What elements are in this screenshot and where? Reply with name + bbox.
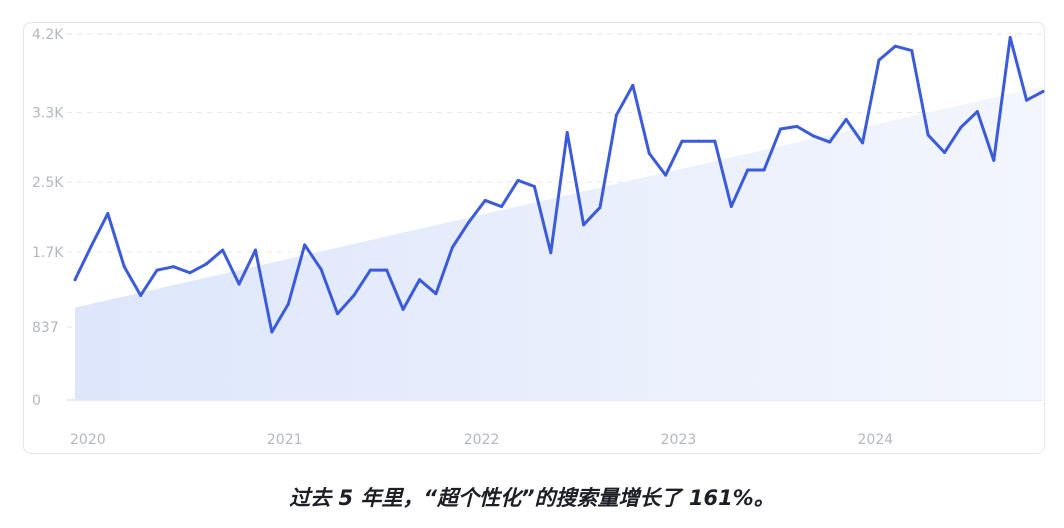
data-point — [286, 302, 290, 306]
data-point — [352, 293, 356, 297]
data-point — [582, 223, 586, 227]
x-tick-label: 2024 — [858, 432, 894, 448]
data-point — [221, 248, 225, 252]
data-point — [237, 282, 241, 286]
data-point — [746, 168, 750, 172]
y-tick-label: 4.2K — [32, 27, 64, 43]
data-point — [139, 293, 143, 297]
data-point — [943, 151, 947, 155]
data-point — [171, 265, 175, 269]
data-point — [664, 173, 668, 177]
chart-caption: 过去 5 年里，“超个性化”的搜索量增长了 161%。 — [289, 486, 775, 510]
data-point — [401, 307, 405, 311]
y-axis: 0 837 1.7K 2.5K 3.3K 4.2K — [32, 27, 64, 409]
data-point — [598, 205, 602, 209]
data-point — [729, 205, 733, 209]
y-tick-label: 1.7K — [32, 245, 64, 261]
data-point — [368, 268, 372, 272]
data-point — [844, 117, 848, 121]
data-point — [778, 127, 782, 131]
trend-area — [75, 86, 1043, 401]
data-point — [303, 243, 307, 247]
data-point — [89, 244, 93, 248]
y-tick-label: 0 — [32, 393, 41, 409]
data-point — [631, 83, 635, 87]
x-tick-label: 2020 — [70, 432, 106, 448]
chart-card: 0 837 1.7K 2.5K 3.3K 4.2K 2020 2021 2022 2023 202… — [23, 22, 1045, 454]
x-tick-label: 2022 — [464, 432, 500, 448]
data-point — [467, 220, 471, 224]
data-point — [713, 139, 717, 143]
data-point — [122, 265, 126, 269]
data-point — [1041, 90, 1045, 94]
data-point — [450, 246, 454, 249]
y-tick-label: 3.3K — [32, 105, 64, 121]
data-point — [959, 125, 963, 129]
data-point — [910, 49, 914, 53]
data-point — [795, 124, 799, 128]
data-point — [811, 134, 815, 138]
data-point — [828, 140, 832, 144]
series-line — [73, 35, 1045, 334]
data-point — [483, 198, 487, 202]
data-point — [253, 248, 257, 252]
data-point — [204, 262, 208, 266]
data-point — [319, 267, 323, 271]
data-point — [106, 212, 110, 216]
data-point — [532, 185, 536, 188]
data-point — [992, 158, 996, 162]
data-point — [975, 110, 979, 114]
data-point — [500, 205, 504, 209]
data-point — [1008, 35, 1012, 39]
y-tick-label: 837 — [32, 320, 59, 336]
data-point — [155, 268, 159, 272]
data-point — [516, 178, 520, 182]
x-tick-label: 2021 — [267, 432, 303, 448]
y-tick-label: 2.5K — [32, 175, 64, 191]
data-point — [336, 312, 340, 316]
data-point — [188, 271, 192, 275]
trend-area-fill — [75, 86, 1043, 401]
data-point — [549, 251, 553, 255]
data-point — [893, 44, 897, 48]
data-point — [614, 113, 618, 117]
data-point — [647, 151, 651, 155]
data-point — [565, 130, 569, 134]
data-point — [696, 139, 700, 143]
data-point — [270, 330, 274, 334]
data-point — [418, 278, 422, 282]
data-point — [1025, 98, 1029, 102]
data-point — [861, 141, 865, 145]
data-point — [762, 168, 766, 172]
x-axis: 2020 2021 2022 2023 2024 — [70, 432, 893, 448]
data-point — [877, 58, 881, 62]
data-point — [73, 278, 77, 282]
data-point — [434, 292, 438, 296]
data-point — [680, 139, 684, 143]
series-line-layer — [73, 35, 1045, 334]
x-tick-label: 2023 — [661, 432, 697, 448]
data-point — [926, 133, 930, 137]
data-point — [385, 268, 389, 272]
